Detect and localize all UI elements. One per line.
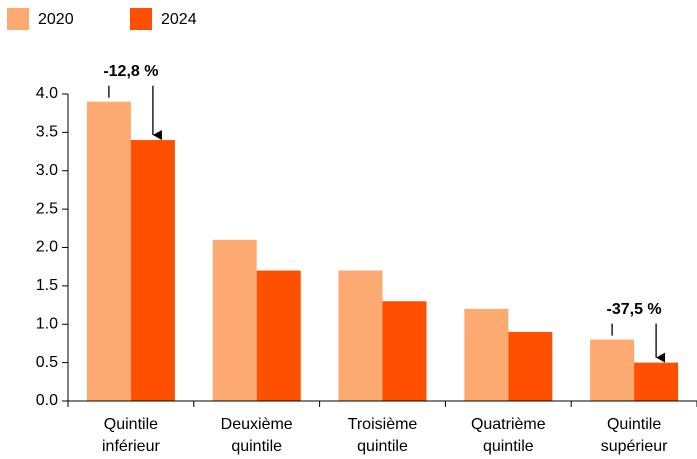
y-tick-label: 4.0 bbox=[36, 85, 58, 102]
annotation: -12,8 % bbox=[103, 63, 158, 80]
bar bbox=[130, 140, 175, 402]
y-tick-label: 1.0 bbox=[36, 315, 58, 332]
annotation: -37,5 % bbox=[607, 301, 662, 318]
x-tick-label: Quatrième quintile bbox=[470, 416, 546, 455]
bar bbox=[86, 101, 131, 402]
bar bbox=[590, 339, 635, 401]
bar bbox=[338, 270, 383, 401]
y-tick-label: 0.5 bbox=[36, 354, 58, 371]
legend-swatch bbox=[7, 8, 29, 30]
y-tick-label: 2.5 bbox=[36, 200, 58, 217]
x-tick-label: Deuxième quintile bbox=[220, 416, 293, 455]
y-tick-label: 3.0 bbox=[36, 162, 58, 179]
bar bbox=[212, 239, 257, 401]
legend-label: 2024 bbox=[161, 11, 197, 28]
bar bbox=[634, 362, 679, 401]
legend-swatch bbox=[130, 8, 152, 30]
y-tick-label: 3.5 bbox=[36, 124, 58, 141]
y-tick-label: 0.0 bbox=[36, 392, 58, 409]
y-tick-label: 2.0 bbox=[36, 239, 58, 256]
y-tick-label: 1.5 bbox=[36, 277, 58, 294]
x-tick-label: Troisième quintile bbox=[347, 416, 418, 455]
bar bbox=[464, 308, 509, 401]
legend-label: 2020 bbox=[38, 11, 74, 28]
x-tick-label: Quintile supérieur bbox=[600, 416, 668, 455]
bar bbox=[382, 301, 427, 401]
bar bbox=[256, 270, 301, 401]
bar bbox=[508, 331, 553, 401]
x-tick-label: Quintile inférieur bbox=[101, 416, 160, 455]
